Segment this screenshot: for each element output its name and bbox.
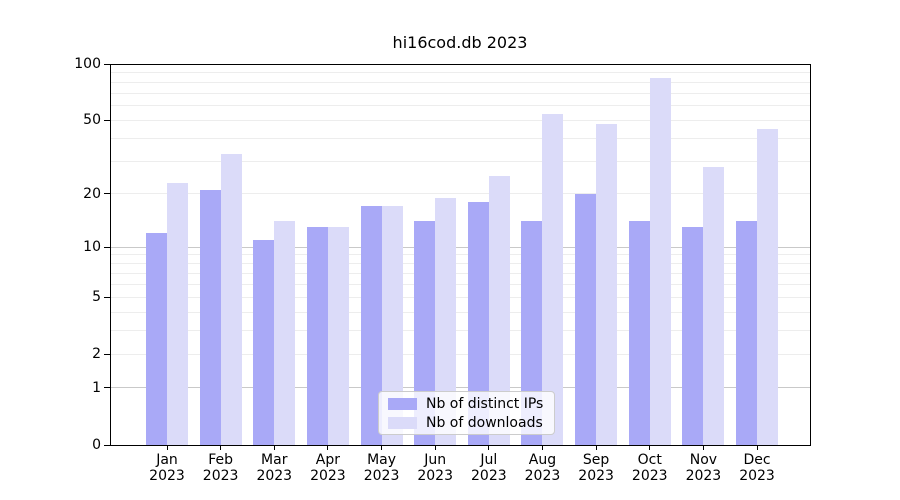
y-tick-mark-10: [104, 246, 110, 248]
bar-distinct-ips-may: [360, 206, 382, 445]
x-tick-mark-dec: [756, 445, 758, 450]
x-tick-label-sep: Sep 2023: [578, 452, 614, 484]
x-tick-mark-jun: [434, 445, 436, 450]
x-tick-label-jul: Jul 2023: [471, 452, 507, 484]
x-tick-mark-oct: [649, 445, 651, 450]
bar-downloads-aug: [542, 114, 564, 445]
gridline-minor-40: [110, 137, 810, 139]
x-tick-mark-jul: [488, 445, 490, 450]
top-spine: [110, 64, 811, 65]
bar-downloads-mar: [274, 221, 296, 445]
bar-downloads-jul: [488, 176, 510, 445]
y-tick-mark-5: [104, 296, 110, 298]
gridline-minor-20: [110, 193, 810, 195]
plot-area: [110, 64, 810, 445]
bar-distinct-ips-jan: [146, 233, 167, 445]
legend-label-distinct-ips: Nb of distinct IPs: [426, 395, 544, 412]
bar-distinct-ips-feb: [199, 189, 221, 445]
y-tick-mark-50: [104, 119, 110, 121]
x-tick-mark-may: [381, 445, 383, 450]
gridline-minor-5: [110, 296, 810, 298]
bar-downloads-oct: [649, 78, 671, 445]
bottom-spine: [110, 445, 811, 446]
right-spine: [810, 64, 811, 446]
gridline-minor-4: [110, 311, 810, 313]
bar-distinct-ips-apr: [306, 227, 328, 445]
x-tick-label-aug: Aug 2023: [524, 452, 561, 484]
bar-downloads-dec: [757, 128, 779, 445]
x-tick-label-feb: Feb 2023: [202, 452, 239, 484]
gridline-minor-8: [110, 263, 810, 265]
y-tick-label-5: 5: [92, 289, 101, 306]
gridline-minor-2: [110, 353, 810, 355]
legend-label-downloads: Nb of downloads: [426, 414, 543, 431]
x-tick-label-nov: Nov 2023: [685, 452, 722, 484]
gridline-minor-70: [110, 92, 810, 94]
bar-distinct-ips-sep: [575, 193, 597, 445]
bar-distinct-ips-jun: [414, 221, 436, 445]
legend: Nb of distinct IPs Nb of downloads: [378, 391, 555, 435]
y-tick-label-20: 20: [83, 185, 101, 202]
y-tick-label-1: 1: [92, 379, 101, 396]
gridline-minor-3: [110, 330, 810, 332]
y-tick-mark-2: [104, 353, 110, 355]
bar-downloads-nov: [703, 167, 725, 445]
y-tick-mark-1: [104, 387, 110, 389]
bar-distinct-ips-oct: [628, 221, 650, 445]
legend-item-distinct-ips: Nb of distinct IPs: [388, 396, 546, 412]
bar-downloads-jun: [435, 197, 457, 445]
x-tick-mark-sep: [595, 445, 597, 450]
x-tick-mark-jan: [166, 445, 168, 450]
y-tick-mark-0: [104, 444, 110, 446]
gridline-minor-30: [110, 161, 810, 162]
bar-downloads-may: [381, 206, 403, 445]
x-tick-label-may: May 2023: [363, 452, 400, 484]
chart-title: hi16cod.db 2023: [392, 33, 528, 52]
y-tick-label-50: 50: [83, 112, 101, 129]
gridline-major-10: [110, 246, 810, 248]
bar-downloads-jan: [167, 182, 188, 445]
gridline-minor-90: [110, 72, 810, 74]
gridline-major-1: [110, 387, 810, 389]
legend-swatch-distinct-ips-icon: [388, 397, 417, 410]
x-tick-label-jun: Jun 2023: [417, 452, 453, 484]
y-tick-label-0: 0: [92, 437, 101, 453]
legend-swatch-downloads-icon: [388, 416, 417, 429]
gridline-minor-6: [110, 283, 810, 285]
gridline-minor-7: [110, 272, 810, 274]
gridline-minor-9: [110, 254, 810, 256]
gridline-minor-80: [110, 81, 810, 83]
bar-downloads-sep: [596, 123, 618, 445]
bar-distinct-ips-jul: [467, 201, 489, 445]
x-tick-mark-aug: [541, 445, 543, 450]
x-tick-mark-apr: [327, 445, 329, 450]
x-tick-label-oct: Oct 2023: [631, 452, 668, 484]
y-tick-mark-20: [104, 193, 110, 195]
bar-downloads-feb: [220, 153, 242, 445]
x-tick-label-dec: Dec 2023: [739, 452, 775, 484]
y-tick-mark-100: [104, 63, 110, 65]
y-tick-label-10: 10: [83, 239, 101, 256]
bar-distinct-ips-dec: [736, 221, 758, 445]
bar-downloads-apr: [327, 227, 349, 445]
gridline-minor-50: [110, 119, 810, 121]
x-tick-mark-mar: [273, 445, 275, 450]
bar-distinct-ips-mar: [253, 239, 275, 445]
x-tick-label-apr: Apr 2023: [310, 452, 346, 484]
y-tick-label-2: 2: [92, 346, 101, 363]
x-tick-label-mar: Mar 2023: [256, 452, 293, 484]
left-spine: [110, 64, 111, 446]
x-tick-mark-feb: [220, 445, 222, 450]
legend-item-downloads: Nb of downloads: [388, 415, 546, 431]
y-tick-label-100: 100: [74, 56, 101, 72]
bar-distinct-ips-nov: [682, 227, 704, 445]
gridline-minor-60: [110, 105, 810, 107]
x-tick-label-jan: Jan 2023: [149, 452, 185, 484]
x-tick-mark-nov: [702, 445, 704, 450]
bar-distinct-ips-aug: [521, 221, 543, 445]
